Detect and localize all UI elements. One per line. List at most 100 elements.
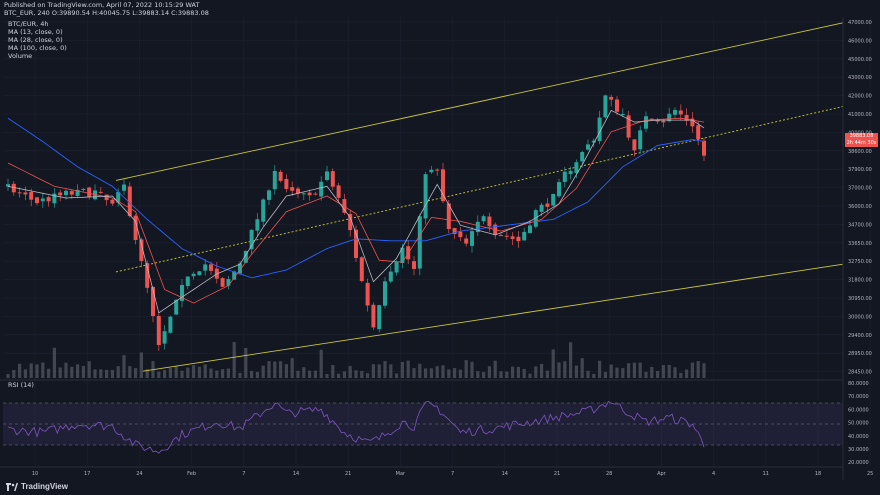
time-tick-label: 7 bbox=[451, 471, 454, 477]
rsi-tick-label: 60.0000 bbox=[848, 407, 869, 413]
volume-bar bbox=[406, 360, 410, 378]
candle-body bbox=[690, 118, 695, 127]
candle-body bbox=[122, 184, 126, 191]
candle-body bbox=[29, 192, 34, 200]
volume-bar bbox=[209, 368, 213, 378]
volume-bar bbox=[540, 363, 544, 378]
volume-bar bbox=[487, 366, 491, 378]
candle-body bbox=[81, 188, 86, 190]
candle-body bbox=[423, 174, 428, 219]
time-tick-label: 24 bbox=[136, 471, 142, 477]
candle-body bbox=[104, 194, 109, 201]
volume-bar bbox=[116, 366, 120, 378]
volume-bar bbox=[493, 360, 497, 378]
candle-body bbox=[545, 203, 550, 207]
channel-upper-line bbox=[115, 22, 844, 181]
candle-body bbox=[487, 216, 492, 227]
countdown-tag: 2h 44m 30s bbox=[845, 140, 878, 147]
rsi-tick-label: 50.0000 bbox=[848, 421, 869, 427]
rsi-label: RSI (14) bbox=[8, 381, 34, 389]
candle-body bbox=[209, 264, 213, 271]
volume-bar bbox=[342, 371, 346, 378]
candle-body bbox=[446, 203, 451, 230]
candle-body bbox=[359, 257, 364, 282]
volume-bar bbox=[93, 369, 97, 378]
volume-bar bbox=[395, 373, 399, 378]
volume-bar bbox=[400, 361, 404, 378]
candle-body bbox=[75, 189, 80, 196]
volume-bar bbox=[174, 366, 178, 378]
volume-bar bbox=[366, 373, 370, 378]
candle-body bbox=[481, 216, 486, 222]
candle-body bbox=[655, 119, 660, 122]
candle-body bbox=[580, 152, 585, 162]
time-tick-label: 14 bbox=[502, 471, 508, 477]
volume-bar bbox=[41, 362, 45, 378]
volume-bar bbox=[464, 360, 468, 378]
candle-body bbox=[365, 282, 370, 306]
volume-bar bbox=[557, 362, 561, 378]
volume-bar bbox=[197, 366, 201, 378]
candle-body bbox=[272, 170, 277, 190]
volume-bar bbox=[389, 364, 393, 378]
volume-bar bbox=[308, 370, 312, 378]
volume-bar bbox=[35, 364, 39, 378]
volume-bar bbox=[221, 369, 225, 378]
volume-bar bbox=[122, 355, 126, 378]
volume-bar bbox=[627, 363, 631, 378]
volume-bar bbox=[139, 352, 143, 378]
time-tick-label: Feb bbox=[187, 471, 196, 477]
volume-bar bbox=[505, 371, 509, 378]
volume-bar bbox=[644, 371, 648, 378]
volume-bar bbox=[226, 368, 230, 378]
volume-bar bbox=[105, 369, 109, 378]
candle-body bbox=[696, 125, 701, 140]
legend-ma100: MA (100, close, 0) bbox=[8, 44, 67, 52]
candle-body bbox=[702, 140, 706, 156]
candle-body bbox=[470, 231, 474, 246]
volume-bar bbox=[203, 364, 207, 378]
volume-bar bbox=[47, 368, 51, 378]
candle-body bbox=[615, 99, 619, 112]
candle-body bbox=[174, 299, 179, 315]
candle-body bbox=[46, 197, 51, 202]
rsi-tick-label: 20.0000 bbox=[848, 460, 869, 466]
volume-bar bbox=[163, 370, 167, 378]
volume-bar bbox=[522, 368, 526, 378]
candle-body bbox=[638, 130, 643, 150]
candle-body bbox=[139, 239, 144, 261]
volume-bar bbox=[667, 364, 671, 378]
tradingview-logo-icon bbox=[6, 482, 18, 491]
candle-body bbox=[58, 192, 63, 196]
candle-body bbox=[568, 170, 573, 175]
volume-bar bbox=[238, 372, 242, 378]
volume-bar bbox=[180, 370, 184, 378]
candle-body bbox=[557, 182, 561, 197]
candle-body bbox=[342, 199, 347, 213]
candle-body bbox=[232, 271, 237, 280]
volume-bar bbox=[377, 364, 381, 378]
time-tick-label: 17 bbox=[84, 471, 90, 477]
candle-body bbox=[441, 169, 445, 202]
price-tick-label: 37000.00 bbox=[848, 186, 872, 192]
time-tick-label: 14 bbox=[293, 471, 299, 477]
volume-bar bbox=[70, 366, 74, 378]
volume-bar bbox=[563, 361, 567, 378]
volume-bar bbox=[81, 365, 85, 378]
last-price-tag: 39883.08 bbox=[845, 133, 878, 140]
price-tick-label: 29400.00 bbox=[848, 333, 872, 339]
candle-body bbox=[249, 229, 254, 250]
price-tick-label: 43000.00 bbox=[848, 75, 872, 81]
candle-body bbox=[574, 162, 579, 173]
price-tick-label: 34700.00 bbox=[848, 222, 872, 228]
candle-body bbox=[180, 284, 184, 301]
candle-body bbox=[313, 193, 318, 195]
candle-body bbox=[412, 261, 416, 269]
volume-bar bbox=[383, 361, 387, 378]
volume-bar bbox=[696, 361, 700, 378]
candle-body bbox=[620, 113, 625, 115]
volume-bar bbox=[215, 370, 219, 378]
ohlc-line: BTC_EUR, 240 O:39890.54 H:40045.75 L:398… bbox=[4, 9, 209, 17]
candle-body bbox=[667, 113, 672, 122]
